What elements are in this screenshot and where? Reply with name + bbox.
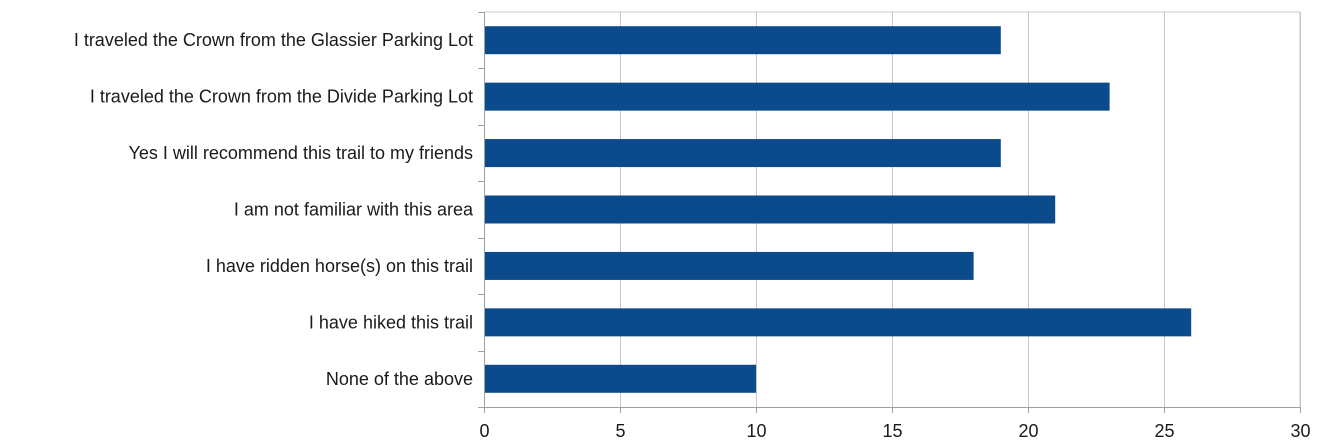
bars — [485, 26, 1192, 393]
category-label: Yes I will recommend this trail to my fr… — [129, 143, 473, 163]
x-tick-label: 5 — [615, 421, 625, 441]
x-tick-label: 25 — [1154, 421, 1174, 441]
x-tick-label: 0 — [479, 421, 489, 441]
category-label: I have hiked this trail — [309, 312, 473, 332]
bar — [485, 26, 1001, 55]
x-tick-label: 20 — [1018, 421, 1038, 441]
bar — [485, 251, 974, 280]
category-label: I am not familiar with this area — [234, 200, 474, 220]
x-tick-label: 30 — [1290, 421, 1310, 441]
x-tick-label: 10 — [746, 421, 766, 441]
x-tick-label: 15 — [882, 421, 902, 441]
bar — [485, 195, 1056, 224]
x-axis-ticks: 0 5 10 15 20 25 30 — [478, 12, 1311, 441]
category-label: I traveled the Crown from the Glassier P… — [74, 30, 473, 50]
category-label: I traveled the Crown from the Divide Par… — [90, 87, 473, 107]
category-labels: I traveled the Crown from the Glassier P… — [74, 30, 474, 389]
category-label: None of the above — [326, 369, 473, 389]
bar — [485, 139, 1001, 168]
bar — [485, 308, 1192, 337]
category-label: I have ridden horse(s) on this trail — [206, 256, 473, 276]
bar — [485, 82, 1110, 111]
bar — [485, 364, 756, 393]
